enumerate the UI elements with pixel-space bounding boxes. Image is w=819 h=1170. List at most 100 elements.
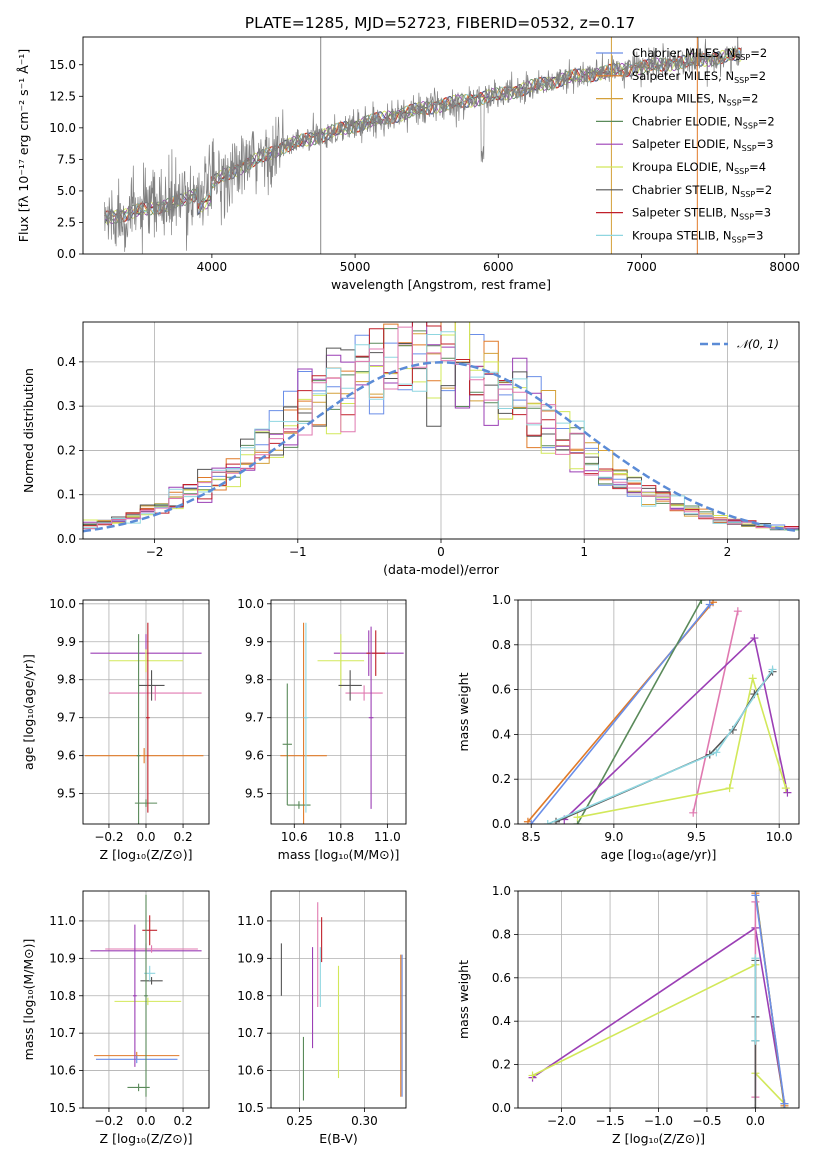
x-axis-label: Z [log₁₀(Z/Z⊙)] <box>612 1131 705 1146</box>
errorbar-point <box>280 622 327 824</box>
errorbar-point <box>144 894 148 1097</box>
x-tick-label: 9.5 <box>687 830 706 844</box>
x-axis-label: Z [log₁₀(Z/Z⊙)] <box>100 847 193 862</box>
y-axis-label: mass [log₁₀(M/M⊙)] <box>21 939 36 1061</box>
x-tick-label: 1 <box>580 545 588 559</box>
y-axis-label: Flux [fλ 10⁻¹⁷ erg cm⁻² s⁻¹ Å⁻¹] <box>16 49 31 242</box>
mass-weight-marker <box>733 607 742 616</box>
x-tick-label: 5000 <box>340 260 371 274</box>
residuals-frame <box>82 321 800 540</box>
y-tick-label: 1.0 <box>492 884 511 898</box>
errorbar-point <box>146 622 150 813</box>
y-tick-label: 10.0 <box>49 597 76 611</box>
legend-entry: Salpeter STELIB, NSSP=3 <box>632 206 771 222</box>
x-axis-label: age [log₁₀(age/yr)] <box>601 847 717 862</box>
mass-weight-marker <box>705 600 714 609</box>
age_vs_mass-marks <box>280 622 404 824</box>
massweight_vs_Z-panel: −2.0 −1.5 −1.0 −0.5 0.0 0.0 0.2 0.4 0.6 0.8 1.0 Z [… <box>456 884 800 1146</box>
y-tick-label: 9.8 <box>245 673 264 687</box>
mass_vs_Z-panel: −0.2 0.0 0.2 10.5 10.6 10.7 10.8 10.9 11.0 Z [log… <box>21 890 210 1146</box>
x-tick-label: 10.6 <box>281 830 308 844</box>
mass-weight-marker <box>543 820 552 824</box>
y-tick-label: 0.4 <box>57 355 76 369</box>
y-axis-label: mass weight <box>456 960 471 1039</box>
age_vs_mass-panel: 10.6 10.8 11.0 9.5 9.6 9.7 9.8 9.9 10.0 mass [log… <box>237 597 407 862</box>
x-tick-label: −2.0 <box>547 1114 576 1128</box>
y-axis-label: age [log₁₀(age/yr)] <box>21 654 36 770</box>
x-tick-label: 0.0 <box>136 1114 155 1128</box>
y-tick-label: 10.0 <box>49 121 76 135</box>
x-tick-label: −2 <box>146 545 164 559</box>
y-tick-label: 9.7 <box>245 711 264 725</box>
mass_vs_EBV-marks <box>280 902 403 1101</box>
mass-weight-marker <box>712 748 721 757</box>
errorbar-point <box>303 622 309 813</box>
spectrum-marks <box>104 37 742 254</box>
errorbar-point <box>105 945 198 953</box>
mass-weight-marker <box>780 1099 789 1108</box>
x-tick-label: 0 <box>437 545 445 559</box>
y-tick-label: 2.5 <box>57 215 76 229</box>
y-tick-label: 1.0 <box>492 593 511 607</box>
x-tick-label: 0.25 <box>286 1114 313 1128</box>
age_vs_Z-marks <box>84 622 204 824</box>
y-tick-label: 0.3 <box>57 399 76 413</box>
residual-histogram <box>83 322 799 531</box>
y-axis-label: mass weight <box>456 672 471 751</box>
y-tick-label: 5.0 <box>57 184 76 198</box>
mass-weight-marker <box>573 813 582 822</box>
y-tick-label: 7.5 <box>57 152 76 166</box>
age_vs_Z-panel: −0.2 0.0 0.2 9.5 9.6 9.7 9.8 9.9 10.0 Z [log₁₀(Z/… <box>21 597 210 862</box>
age_vs_Z-frame <box>82 599 210 825</box>
y-tick-label: 0.8 <box>492 638 511 652</box>
massweight_vs_age-panel: 8.5 9.0 9.5 10.0 0.0 0.2 0.4 0.6 0.8 1.0 age [log₁… <box>456 593 800 862</box>
mass-weight-marker <box>573 820 582 824</box>
mass-weight-line <box>577 678 787 819</box>
legend-entry: Chabrier MILES, NSSP=2 <box>632 46 767 62</box>
errorbar-point <box>338 670 362 701</box>
y-tick-label: 0.2 <box>57 443 76 457</box>
x-axis-label: wavelength [Angstrom, rest frame] <box>331 277 551 292</box>
mass-weight-marker <box>725 784 734 793</box>
y-tick-label: 0.0 <box>492 1101 511 1115</box>
y-tick-label: 9.9 <box>57 635 76 649</box>
errorbar-point <box>317 634 365 688</box>
x-tick-label: 9.0 <box>604 830 623 844</box>
y-tick-label: 9.6 <box>57 749 76 763</box>
y-tick-label: 0.4 <box>492 727 511 741</box>
mass-weight-marker <box>697 600 706 604</box>
mass_vs_Z-frame <box>82 890 210 1109</box>
y-tick-label: 0.2 <box>492 772 511 786</box>
mass-weight-marker <box>523 817 532 824</box>
errorbar-point <box>136 634 141 824</box>
mass-weight-marker <box>527 820 536 824</box>
mass_vs_EBV-panel: 0.25 0.30 10.5 10.6 10.7 10.8 10.9 11.0 E(B-V) <box>237 890 407 1146</box>
legend-entry: 𝒩(0, 1) <box>737 337 779 351</box>
y-tick-label: 9.5 <box>245 787 264 801</box>
mass-weight-line <box>692 611 739 813</box>
x-axis-label: E(B-V) <box>319 1131 358 1146</box>
errorbar-point <box>133 924 137 1067</box>
x-tick-label: 0.0 <box>136 830 155 844</box>
legend-entry: Chabrier ELODIE, NSSP=2 <box>632 114 775 130</box>
mass-weight-line <box>530 603 711 824</box>
x-tick-label: 0.2 <box>174 1114 193 1128</box>
x-tick-label: 10.8 <box>327 830 354 844</box>
mass-weight-marker <box>748 674 757 683</box>
mass-weight-marker <box>751 1036 760 1045</box>
y-tick-label: 0.4 <box>492 1014 511 1028</box>
y-tick-label: 0.0 <box>492 817 511 831</box>
y-tick-label: 0.8 <box>492 927 511 941</box>
mass-weight-marker <box>751 1104 760 1108</box>
y-tick-label: 9.5 <box>57 787 76 801</box>
residual-histogram <box>83 326 799 530</box>
massweight_vs_age-marks <box>523 600 792 824</box>
errorbar-point <box>138 670 165 701</box>
y-tick-label: 10.7 <box>237 1026 264 1040</box>
x-tick-label: 0.0 <box>746 1114 765 1128</box>
y-tick-label: 9.7 <box>57 711 76 725</box>
gaussian-curve <box>83 361 797 533</box>
mass-weight-marker <box>750 634 759 643</box>
x-tick-label: 2 <box>724 545 732 559</box>
y-tick-label: 10.0 <box>237 597 264 611</box>
